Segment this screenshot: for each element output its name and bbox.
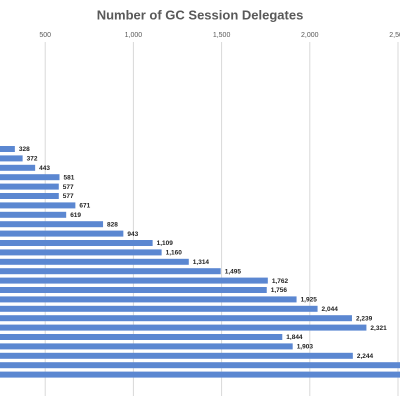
value-label: 828 bbox=[107, 221, 118, 228]
value-label: 577 bbox=[63, 184, 74, 191]
bar bbox=[0, 362, 400, 369]
bar bbox=[0, 249, 162, 256]
value-label: 1,314 bbox=[193, 259, 210, 266]
bar bbox=[0, 315, 352, 322]
x-tick-label: 1,000 bbox=[125, 32, 143, 39]
value-label: 1,160 bbox=[166, 250, 183, 257]
bar bbox=[0, 268, 221, 275]
value-label: 372 bbox=[27, 156, 38, 163]
bar bbox=[0, 296, 297, 303]
bar bbox=[0, 343, 293, 350]
value-label: 2,044 bbox=[322, 306, 339, 313]
x-tick-label: 2,500 bbox=[389, 32, 400, 39]
bar bbox=[0, 155, 23, 162]
bar bbox=[0, 305, 318, 312]
value-label: 577 bbox=[63, 193, 74, 200]
bar bbox=[0, 258, 189, 265]
bar bbox=[0, 164, 36, 171]
bar bbox=[0, 193, 59, 199]
chart-title: Number of GC Session Delegates bbox=[97, 7, 304, 22]
value-label: 1,762 bbox=[272, 278, 289, 285]
bar bbox=[0, 324, 367, 331]
value-label: 1,844 bbox=[286, 334, 303, 341]
bar bbox=[0, 230, 124, 237]
value-label: 619 bbox=[70, 212, 81, 219]
bar bbox=[0, 174, 60, 181]
bar bbox=[0, 183, 59, 190]
value-label: 1,495 bbox=[225, 268, 242, 275]
bar bbox=[0, 371, 400, 378]
bar bbox=[0, 146, 15, 152]
value-label: 581 bbox=[63, 174, 74, 181]
value-label: 2,244 bbox=[357, 353, 374, 360]
value-label: 1,109 bbox=[157, 240, 174, 247]
value-label: 1,903 bbox=[297, 344, 314, 351]
x-tick-label: 1,500 bbox=[213, 32, 231, 39]
value-label: 943 bbox=[127, 231, 138, 238]
bar bbox=[0, 221, 104, 228]
x-tick-label: 2,000 bbox=[301, 32, 319, 39]
bar bbox=[0, 240, 153, 246]
value-label: 2,321 bbox=[370, 325, 387, 332]
bar bbox=[0, 277, 268, 284]
bar bbox=[0, 211, 67, 218]
bar bbox=[0, 287, 267, 293]
value-label: 2,239 bbox=[356, 315, 373, 322]
value-label: 328 bbox=[19, 146, 30, 153]
x-tick-label: 500 bbox=[39, 32, 51, 39]
value-label: 1,925 bbox=[301, 297, 318, 304]
value-label: 671 bbox=[79, 203, 90, 210]
bar bbox=[0, 352, 353, 359]
bar bbox=[0, 202, 76, 209]
value-label: 1,756 bbox=[271, 287, 288, 294]
value-label: 443 bbox=[39, 165, 50, 172]
bar bbox=[0, 334, 283, 340]
